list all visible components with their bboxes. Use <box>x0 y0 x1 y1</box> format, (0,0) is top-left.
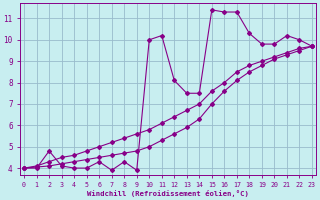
X-axis label: Windchill (Refroidissement éolien,°C): Windchill (Refroidissement éolien,°C) <box>87 190 249 197</box>
